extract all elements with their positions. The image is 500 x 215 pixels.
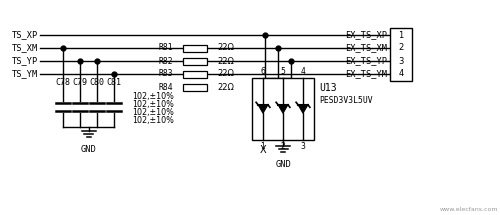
Text: 1: 1 [260,142,266,151]
Text: C79: C79 [72,78,88,87]
Text: R81: R81 [158,43,173,52]
Text: C78: C78 [56,78,70,87]
Text: 22Ω: 22Ω [217,57,234,66]
Text: TS_XP: TS_XP [12,31,38,40]
Text: X: X [260,145,266,155]
Text: 102,±10%: 102,±10% [132,117,174,126]
Text: U13: U13 [319,83,336,93]
Bar [183,45,207,52]
Text: 22Ω: 22Ω [217,69,234,78]
Bar [183,83,207,91]
Text: 102,±10%: 102,±10% [132,92,174,101]
Text: 2: 2 [280,142,285,151]
Text: GND: GND [275,160,291,169]
Bar [183,57,207,64]
Text: PESD3V3L5UV: PESD3V3L5UV [319,96,372,105]
Text: R83: R83 [158,69,173,78]
Bar [183,71,207,77]
Text: 6: 6 [260,67,266,76]
Text: 2: 2 [398,43,404,52]
Text: GND: GND [80,145,96,154]
Text: C81: C81 [106,78,122,87]
Text: R82: R82 [158,57,173,66]
Text: 4: 4 [398,69,404,78]
Bar [390,28,412,81]
Text: 22Ω: 22Ω [217,83,234,92]
Text: www.elecfans.com: www.elecfans.com [440,207,498,212]
Text: 22Ω: 22Ω [217,43,234,52]
Text: TS_XM: TS_XM [12,43,38,52]
Text: TS_YM: TS_YM [12,69,38,78]
Polygon shape [258,105,268,113]
Text: 1: 1 [398,31,404,40]
Text: 102,±10%: 102,±10% [132,109,174,118]
Text: EX_TS_YM: EX_TS_YM [345,69,387,78]
Text: TS_YP: TS_YP [12,57,38,66]
Text: R84: R84 [158,83,173,92]
Text: EX_TS_XM: EX_TS_XM [345,43,387,52]
Text: EX_TS_YP: EX_TS_YP [345,57,387,66]
Polygon shape [298,105,308,113]
Text: 3: 3 [300,142,306,151]
Polygon shape [278,105,288,113]
Bar [252,78,314,140]
Text: 4: 4 [300,67,306,76]
Text: 3: 3 [398,57,404,66]
Text: EX_TS_XP: EX_TS_XP [345,31,387,40]
Text: C80: C80 [90,78,104,87]
Text: 102,±10%: 102,±10% [132,100,174,109]
Text: 5: 5 [280,67,285,76]
